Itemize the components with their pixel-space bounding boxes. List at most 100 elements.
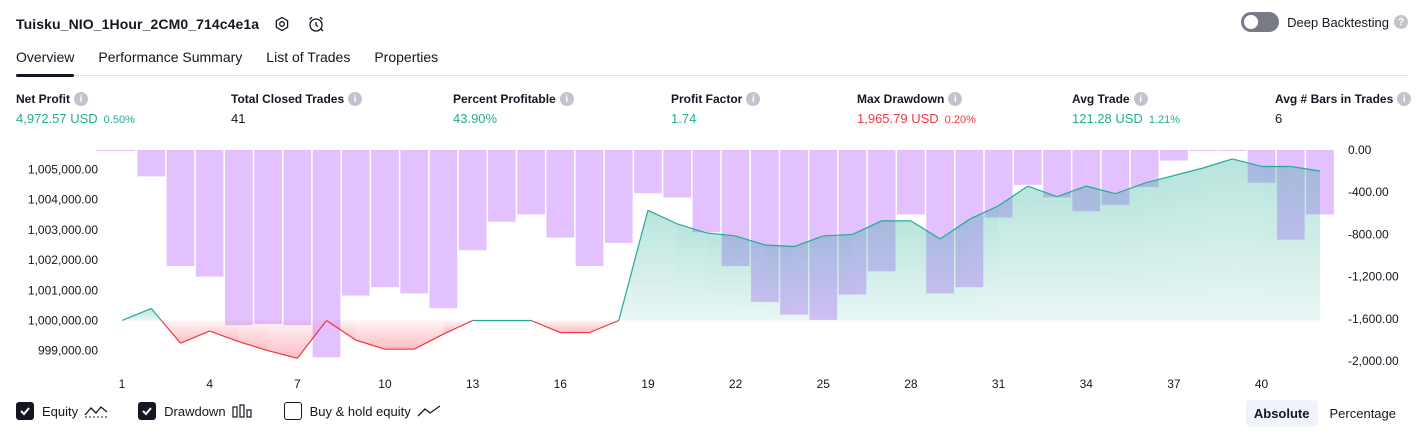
legend-buy-hold[interactable]: Buy & hold equity [283,402,441,420]
equity-profit-area [764,245,795,321]
equity-profit-area [969,205,999,321]
equity-line-segment [647,209,678,225]
info-icon[interactable]: i [746,92,761,106]
info-icon[interactable]: i [348,92,363,106]
metrics-row: Net Profit i 4,972.57 USD 0.50% Total Clos… [16,92,1412,132]
equity-line-segment [852,220,882,235]
metric-value: 1.74 [671,111,697,126]
absolute-button[interactable]: Absolute [1245,400,1318,427]
equity-line-segment [150,308,162,321]
metric-label: Avg Trade [1072,92,1130,106]
right-axis-tick: 0.00 [1348,143,1372,157]
drawdown-bar [575,150,604,267]
tab-overview[interactable]: Overview [16,44,75,77]
metric-label: Max Drawdown [857,92,945,106]
equity-line-segment [1202,158,1233,169]
metric-profit-factor: Profit Factor i 1.74 [671,92,761,126]
metric-avg-trade: Avg Trade i 121.28 USD 1.21% [1072,92,1180,126]
left-axis-tick: 999,000.00 [38,344,98,358]
info-icon[interactable]: i [948,92,963,106]
info-icon[interactable]: i [74,92,88,106]
settings-icon[interactable] [271,13,293,35]
equity-loss-area [384,320,415,350]
deep-backtesting-toggle[interactable] [1241,12,1280,32]
right-axis-tick: -1,200.00 [1348,270,1399,284]
equity-profit-area [1203,158,1233,321]
equity-profit-area [823,234,853,321]
x-axis-tick: 31 [992,377,1006,391]
buy-hold-checkbox[interactable] [283,402,302,420]
left-axis-tick: 1,005,000.00 [28,163,98,177]
equity-checkbox[interactable] [16,402,34,420]
x-axis-tick: 19 [641,377,655,391]
equity-loss-area [209,320,239,342]
left-axis-tick: 1,003,000.00 [28,223,98,237]
equity-line-segment [209,330,240,343]
deep-backtesting-control: Deep Backtesting ? [1241,12,1408,32]
drawdown-bar [95,150,136,151]
legend-drawdown[interactable]: Drawdown [138,402,253,420]
drawdown-bar [341,150,370,296]
equity-loss-area [560,320,590,333]
percentage-button[interactable]: Percentage [1329,406,1397,421]
equity-line-segment [355,339,386,350]
x-axis-tick: 25 [817,377,831,391]
help-icon[interactable]: ? [1394,15,1408,29]
x-axis-tick: 1 [119,377,126,391]
tab-bar: Overview Performance Summary List of Tra… [16,44,1408,77]
equity-line-segment [443,319,473,335]
equity-line-segment [1086,185,1116,195]
drawdown-bars-icon [231,404,254,418]
metric-label: Percent Profitable [453,92,556,106]
equity-line-segment [160,320,181,344]
drawdown-bar [400,150,429,294]
equity-loss-area [238,320,269,351]
equity-line-segment [267,350,298,359]
equity-line-segment [296,320,328,359]
metric-percent: 1.21% [1148,114,1181,126]
alarm-clock-icon[interactable] [305,13,327,35]
metric-value: 41 [231,111,246,126]
x-axis-tick: 28 [904,377,918,391]
equity-line-segment [121,307,152,322]
equity-profit-area [1027,186,1058,321]
drawdown-bar [663,150,692,198]
equity-line-segment [180,330,210,344]
metric-max-drawdown: Max Drawdown i 1,965.79 USD 0.20% [857,92,976,126]
tab-properties[interactable]: Properties [374,49,439,65]
drawdown-bar [225,150,253,326]
equity-loss-area [414,320,444,350]
legend-equity[interactable]: Equity [16,402,108,420]
equity-line-segment [1290,165,1321,172]
equity-profit-area [1086,186,1116,321]
equity-drawdown-chart: 1,005,000.00 1,004,000.00 1,003,000.00 1,00… [28,143,1399,391]
tab-list-of-trades[interactable]: List of Trades [266,49,351,65]
equity-profit-area [647,210,678,321]
drawdown-bar [1043,150,1071,198]
equity-line-segment [764,244,795,248]
equity-profit-area [1290,166,1320,321]
metric-percent-profitable: Percent Profitable i 43.90% [453,92,574,126]
info-icon[interactable]: i [559,92,574,106]
x-axis-tick: 13 [466,377,480,391]
equity-line-segment [1056,185,1087,198]
info-icon[interactable]: i [1397,92,1412,106]
x-axis-tick: 7 [294,377,301,391]
buy-hold-line-icon [417,404,441,418]
metric-value: 121.28 USD [1072,111,1143,126]
equity-loss-area [268,320,298,359]
equity-line-segment [238,341,269,352]
equity-line-segment [706,232,736,237]
equity-line-segment [618,210,649,321]
info-icon[interactable]: i [1133,92,1148,106]
equity-profit-area [706,232,736,321]
drawdown-checkbox[interactable] [138,402,157,420]
tab-performance-summary[interactable]: Performance Summary [98,49,243,65]
x-axis-tick: 4 [206,377,213,391]
equity-line-segment [939,218,970,240]
metric-label: Total Closed Trades [231,92,345,106]
metric-value: 43.90% [453,111,498,126]
metric-value: 1,965.79 USD [857,111,939,126]
legend-label: Buy & hold equity [309,403,411,419]
equity-line-segment [910,220,941,240]
